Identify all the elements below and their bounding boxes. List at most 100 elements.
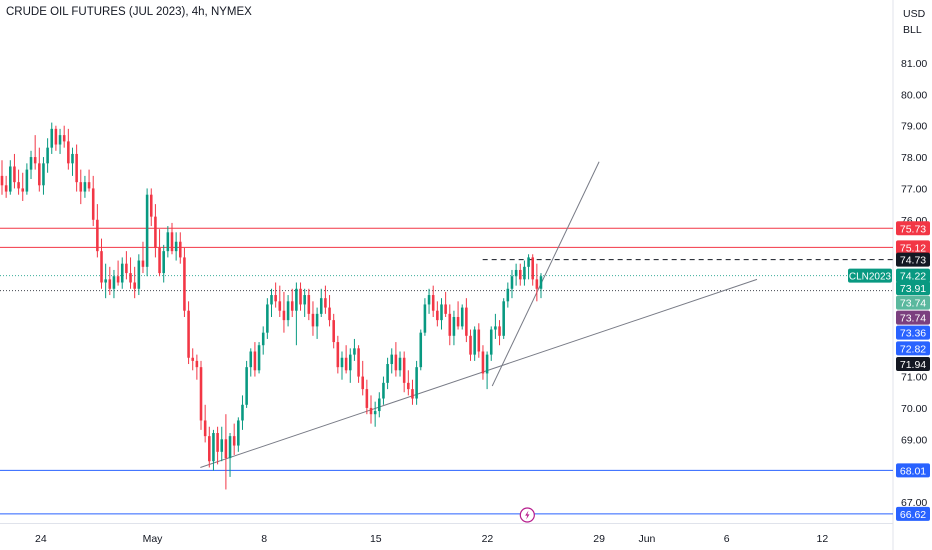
candle-body bbox=[411, 389, 414, 399]
x-tick-label: 24 bbox=[35, 533, 47, 545]
candle-body bbox=[162, 251, 165, 274]
price-axis-label bbox=[896, 357, 930, 372]
price-axis-label bbox=[896, 268, 930, 283]
candle-body bbox=[427, 295, 431, 305]
candle-body bbox=[216, 433, 219, 452]
candle-body bbox=[29, 157, 33, 170]
candle-body bbox=[149, 194, 153, 217]
price-axis-label-text: 68.01 bbox=[900, 465, 926, 477]
candle-body bbox=[402, 357, 406, 383]
y-tick-label: 81.00 bbox=[901, 58, 927, 70]
candle-body bbox=[87, 182, 91, 189]
candle-body bbox=[307, 295, 311, 314]
candle-body bbox=[518, 269, 522, 280]
price-axis-label-text: 73.74 bbox=[900, 298, 926, 310]
price-axis-label-text: 75.12 bbox=[900, 242, 926, 254]
price-axis-label-text: 74.22 bbox=[900, 271, 926, 283]
trend-line[interactable] bbox=[200, 278, 758, 468]
candle-body bbox=[332, 320, 335, 343]
candle-body bbox=[282, 310, 286, 321]
candle-body bbox=[498, 326, 501, 336]
candle-body bbox=[440, 304, 443, 321]
currency-unit[interactable]: USD BLL bbox=[903, 6, 925, 38]
candle-body bbox=[489, 329, 493, 355]
candle-body bbox=[17, 182, 20, 189]
candle-body bbox=[120, 263, 124, 283]
candle-body bbox=[154, 216, 157, 249]
candle-body bbox=[423, 304, 427, 333]
candle-body bbox=[249, 351, 253, 368]
candle-body bbox=[42, 163, 45, 186]
x-tick-label: Jun bbox=[638, 533, 655, 545]
candle-body bbox=[299, 288, 302, 305]
candle-body bbox=[166, 232, 170, 252]
exchange-label: NYMEX bbox=[210, 6, 252, 18]
candle-body bbox=[191, 357, 195, 361]
candle-body bbox=[373, 411, 377, 415]
candle-body bbox=[419, 332, 423, 368]
candle-body bbox=[494, 326, 497, 330]
x-tick-label: 15 bbox=[370, 533, 382, 545]
candle-body bbox=[46, 147, 49, 164]
candle-body bbox=[514, 269, 518, 277]
candle-body bbox=[145, 194, 149, 267]
candle-body bbox=[13, 166, 16, 183]
candle-body bbox=[116, 276, 120, 283]
trend-line[interactable] bbox=[491, 161, 600, 387]
candle-body bbox=[357, 348, 360, 377]
candle-body bbox=[4, 185, 8, 192]
candle-body bbox=[353, 348, 356, 355]
candle-body bbox=[75, 153, 78, 183]
candle-body bbox=[9, 166, 12, 192]
candle-body bbox=[378, 398, 381, 412]
candle-body bbox=[407, 382, 410, 390]
candle-body bbox=[319, 298, 323, 314]
price-axis-label-text: 74.73 bbox=[900, 255, 926, 267]
candle-body bbox=[178, 241, 182, 258]
candle-body bbox=[344, 357, 348, 371]
price-axis-label bbox=[896, 325, 930, 340]
price-axis-label-text: 71.94 bbox=[900, 359, 926, 371]
candle-body bbox=[133, 282, 136, 289]
price-axis-label bbox=[896, 463, 930, 478]
price-axis-label bbox=[896, 295, 930, 310]
y-tick-label: 77.00 bbox=[901, 183, 927, 195]
candle-body bbox=[129, 273, 132, 283]
candle-body bbox=[54, 128, 58, 145]
candle-body bbox=[361, 376, 365, 390]
candle-body bbox=[253, 351, 257, 371]
price-axis-label-text: 75.73 bbox=[900, 223, 926, 235]
candle-body bbox=[232, 436, 236, 446]
candle-body bbox=[448, 313, 452, 336]
candle-body bbox=[527, 257, 530, 267]
price-axis-label-text: 72.82 bbox=[900, 343, 926, 355]
y-tick-label: 80.00 bbox=[901, 89, 927, 101]
candle-body bbox=[91, 188, 95, 220]
candle-body bbox=[50, 128, 54, 148]
candle-body bbox=[348, 354, 352, 371]
candle-body bbox=[228, 436, 232, 459]
candle-body bbox=[485, 354, 489, 374]
candle-body bbox=[137, 260, 141, 289]
candle-body bbox=[224, 439, 228, 459]
candle-body bbox=[203, 420, 207, 437]
candle-body bbox=[436, 310, 439, 321]
candle-body bbox=[195, 360, 199, 368]
y-tick-label: 79.00 bbox=[901, 121, 927, 133]
candle-body bbox=[100, 251, 103, 283]
candle-body bbox=[523, 266, 526, 280]
candle-body bbox=[208, 436, 211, 462]
candle-body bbox=[390, 354, 394, 365]
candle-body bbox=[303, 295, 306, 305]
price-axis-label bbox=[896, 310, 930, 325]
chart-title: CRUDE OIL FUTURES (JUL 2023), 4h, NYMEX bbox=[6, 6, 252, 18]
candle-body bbox=[539, 276, 543, 289]
candle-body bbox=[328, 307, 331, 321]
candle-body bbox=[398, 357, 402, 371]
candle-body bbox=[477, 329, 481, 352]
candle-body bbox=[369, 407, 373, 415]
candle-body bbox=[112, 276, 116, 289]
x-tick-label: 6 bbox=[724, 533, 730, 545]
price-axis-label bbox=[896, 341, 930, 356]
